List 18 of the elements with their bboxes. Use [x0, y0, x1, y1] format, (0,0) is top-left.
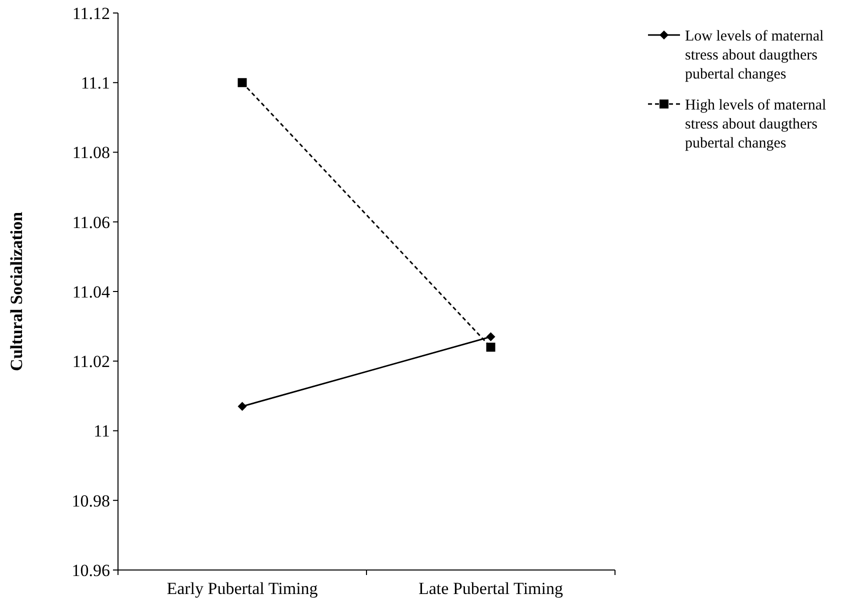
point [486, 332, 496, 342]
y-tick-label: 10.96 [72, 560, 110, 580]
y-tick-label: 11.12 [72, 4, 110, 23]
x-tick-label: Late Pubertal Timing [418, 579, 564, 598]
y-axis-title: Cultural Socialization [7, 211, 26, 372]
y-tick-label: 11.1 [80, 74, 110, 93]
point [238, 402, 247, 411]
x-tick-label: Early Pubertal Timing [166, 579, 318, 598]
y-tick-label: 11.04 [72, 282, 110, 302]
legend-label: High levels of maternal stress about daugthers pubertal changes [685, 97, 826, 152]
y-tick-label: 10.98 [72, 491, 110, 510]
y-tick-label: 11.06 [72, 212, 110, 232]
point [486, 342, 496, 352]
y-tick-label: 11.08 [72, 143, 110, 162]
point [238, 78, 247, 88]
y-tick-label: 11 [94, 422, 110, 441]
legend-label: Low levels of maternal stress about daugthers pubertal changes [685, 28, 824, 82]
y-tick-label: 11.02 [72, 352, 110, 372]
